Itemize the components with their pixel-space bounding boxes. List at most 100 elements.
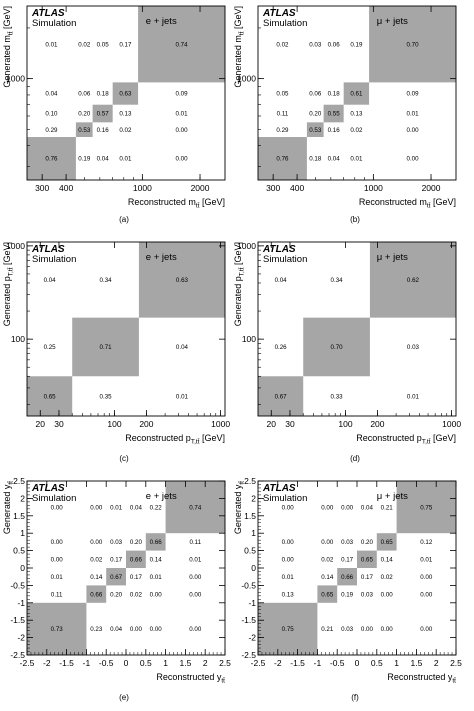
x-tick-label: 1 [163, 658, 168, 668]
cell-value-label: 0.01 [189, 557, 202, 564]
cell-value-label: 0.00 [150, 591, 163, 598]
cell-value-label: 0.00 [407, 127, 420, 134]
x-tick-label: 30 [54, 419, 64, 429]
cell-value-label: 0.02 [350, 127, 363, 134]
y-tick-label: 1000 [237, 74, 256, 84]
y-tick-label: 1 [20, 528, 25, 538]
cell-value-label: 0.66 [130, 557, 143, 564]
cell-value-label: 0.75 [420, 504, 433, 511]
x-tick-label: 300 [35, 183, 49, 193]
x-tick-label: -2 [274, 658, 282, 668]
cell-value-label: 0.00 [321, 539, 334, 546]
x-tick-label: -2.5 [251, 658, 266, 668]
cell-value-label: 0.13 [282, 591, 295, 598]
y-axis-title: Generated mtt̄ [GeV] [2, 6, 15, 88]
cell-value-label: 0.26 [275, 344, 288, 351]
x-axis-title: Reconstructed ytt̄ [387, 672, 456, 685]
channel-label: μ + jets [377, 16, 408, 27]
x-tick-label: -0.5 [330, 658, 345, 668]
cell-value-label: 0.01 [282, 574, 295, 581]
cell-value-label: 0.00 [381, 591, 394, 598]
panel-caption: (f) [351, 693, 359, 702]
cell-value-label: 0.17 [110, 557, 123, 564]
brand-label: ATLAS [262, 483, 296, 494]
y-tick-label: -1.5 [10, 615, 25, 625]
x-tick-label: 100 [107, 419, 121, 429]
y-tick-label: -1.5 [241, 615, 256, 625]
cell-value-label: 0.00 [90, 504, 103, 511]
cell-value-label: 0.18 [97, 91, 110, 98]
cell-value-label: 0.29 [45, 127, 58, 134]
chart-panel-2: 0.76 0.18 0.04 0.01 0.00 0.29 0.53 0.16 0.02 0.00… [233, 5, 457, 224]
x-tick-label: 20 [267, 419, 277, 429]
x-tick-label: 0.5 [140, 658, 152, 668]
channel-label: e + jets [146, 16, 177, 27]
chart-panel-6: 0.75 0.21 0.03 0.00 0.00 0.00 0.13 0.65 0.19 0.03… [233, 476, 462, 702]
y-tick-label: 1.5 [13, 511, 25, 521]
diagonal-cell [27, 137, 76, 180]
diagonal-cell [369, 6, 456, 83]
x-tick-label: -2.5 [20, 658, 35, 668]
cell-value-label: 0.65 [44, 393, 57, 400]
x-tick-label: 0 [124, 658, 129, 668]
cell-value-label: 0.70 [331, 344, 344, 351]
cell-value-label: 0.02 [119, 127, 132, 134]
x-tick-label: 1000 [211, 419, 230, 429]
x-tick-label: 1 [394, 658, 399, 668]
cell-value-label: 0.00 [282, 504, 295, 511]
y-tick-label: -2 [17, 633, 25, 643]
cell-value-label: 0.63 [119, 91, 132, 98]
diagonal-cell [303, 317, 370, 377]
cell-value-label: 0.00 [341, 504, 354, 511]
x-tick-label: 1000 [442, 419, 461, 429]
cell-value-label: 0.01 [176, 111, 189, 118]
cell-value-label: 0.17 [119, 41, 132, 48]
cell-value-label: 0.06 [78, 91, 91, 98]
cell-value-label: 0.00 [420, 591, 433, 598]
diagonal-cell [317, 585, 338, 603]
cell-value-label: 0.20 [309, 111, 322, 118]
cell-value-label: 0.01 [407, 393, 420, 400]
cell-value-label: 0.01 [51, 574, 64, 581]
y-axis-title: Generated ytt̄ [2, 481, 15, 534]
y-tick-label: 100 [242, 334, 256, 344]
diagonal-cell [369, 242, 456, 318]
panel-caption: (d) [350, 454, 360, 463]
cell-value-label: 0.04 [176, 344, 189, 351]
cell-value-label: 0.01 [119, 156, 132, 163]
x-tick-label: 300 [266, 183, 280, 193]
x-tick-label: -1 [83, 658, 91, 668]
diagonal-cell [323, 104, 344, 123]
channel-label: μ + jets [377, 252, 408, 263]
channel-label: e + jets [146, 491, 177, 502]
chart-panel-5: 0.73 0.23 0.04 0.00 0.00 0.00 0.11 0.66 0.20 0.02… [2, 476, 231, 702]
x-tick-label: 1000 [133, 183, 152, 193]
brand-label: ATLAS [31, 483, 65, 494]
cell-value-label: 0.00 [189, 591, 202, 598]
cell-value-label: 0.03 [407, 344, 420, 351]
diagonal-cell [396, 481, 456, 534]
x-tick-label: 2000 [422, 183, 441, 193]
cell-value-label: 0.71 [100, 344, 113, 351]
subtitle-label: Simulation [32, 493, 76, 504]
chart-panel-3: 0.65 0.35 0.01 0.25 0.71 0.04 0.04 0.34 0.63 20 30… [2, 241, 230, 463]
cell-value-label: 0.14 [150, 557, 163, 564]
y-tick-label: -1 [248, 598, 256, 608]
cell-value-label: 0.00 [361, 626, 374, 633]
x-tick-label: -2 [43, 658, 51, 668]
x-tick-label: 30 [285, 419, 295, 429]
x-tick-label: 2.5 [219, 658, 231, 668]
cell-value-label: 0.11 [51, 591, 63, 598]
y-tick-label: 2.5 [244, 476, 256, 486]
cell-value-label: 0.55 [328, 111, 341, 118]
cell-value-label: 0.01 [407, 111, 420, 118]
cell-value-label: 0.53 [78, 127, 91, 134]
cell-value-label: 0.06 [328, 41, 341, 48]
cell-value-label: 0.23 [90, 626, 103, 633]
diagonal-cell [165, 481, 225, 534]
y-tick-label: 1 [251, 528, 256, 538]
cell-value-label: 0.17 [130, 574, 143, 581]
cell-value-label: 0.01 [110, 504, 123, 511]
diagonal-cell [92, 104, 113, 123]
